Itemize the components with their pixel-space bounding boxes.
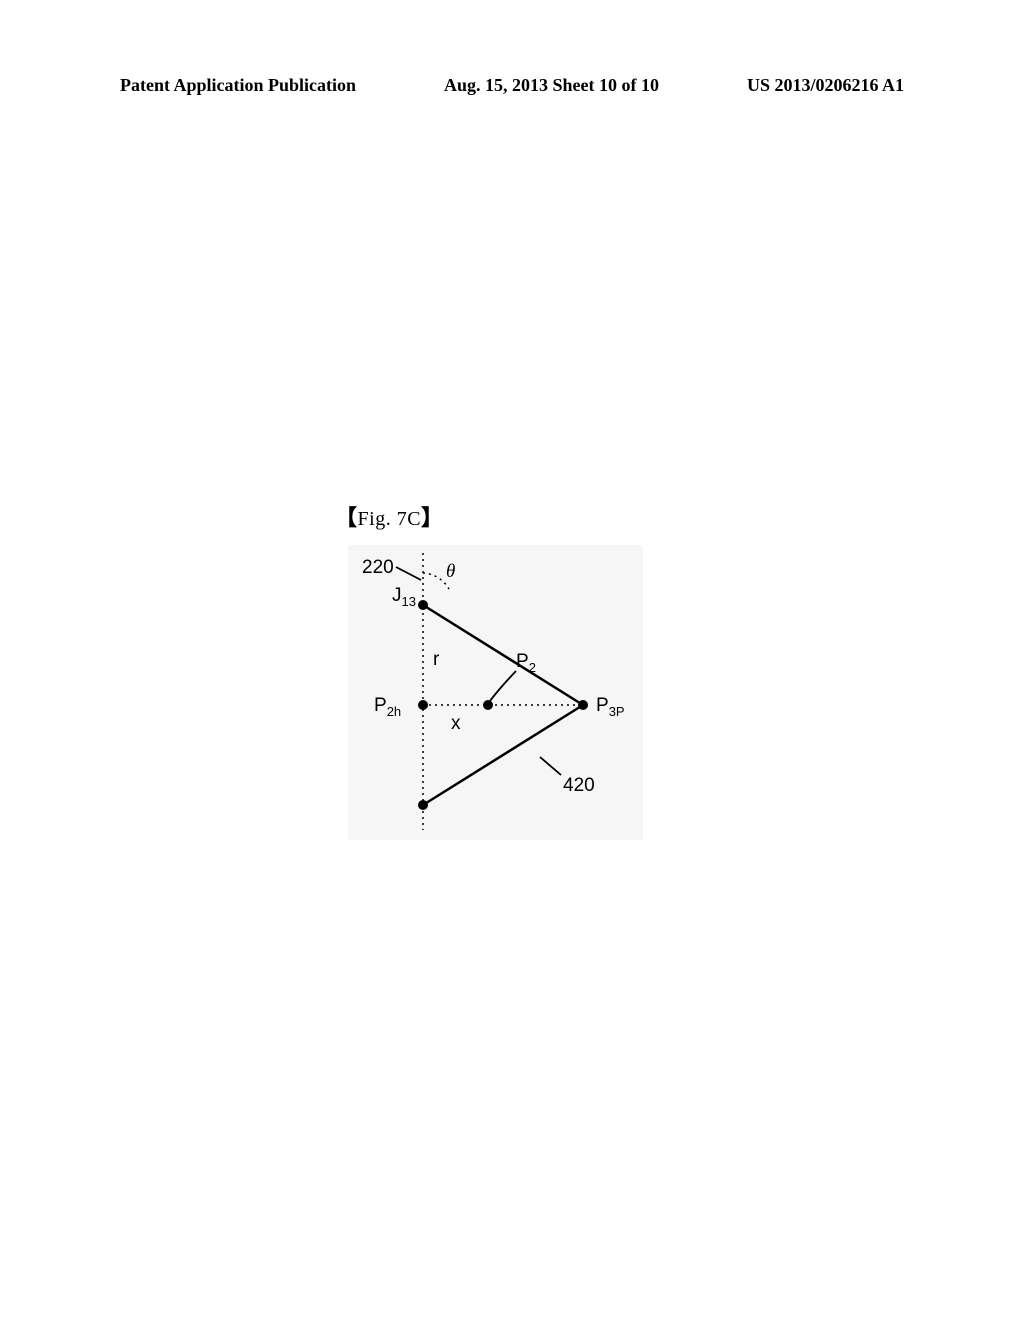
label-420: 420: [563, 775, 595, 796]
label-p3p: P3P: [596, 695, 625, 719]
label-p2: P2: [516, 651, 536, 675]
header-center: Aug. 15, 2013 Sheet 10 of 10: [444, 75, 659, 96]
label-220: 220: [362, 557, 394, 578]
header-left: Patent Application Publication: [120, 75, 356, 96]
dot-bottom: [418, 800, 428, 810]
bracket-close: 】: [421, 505, 444, 530]
label-j13: J13: [392, 585, 416, 609]
dot-j13: [418, 600, 428, 610]
label-x: x: [451, 713, 461, 734]
dot-p2: [483, 700, 493, 710]
line-j13-p3p: [423, 605, 583, 705]
leader-220: [396, 567, 421, 580]
page-header: Patent Application Publication Aug. 15, …: [0, 75, 1024, 96]
label-p2h: P2h: [374, 695, 401, 719]
dot-p3p: [578, 700, 588, 710]
diagram: 220 θ J13 r P2 P2h x P3P 420: [348, 545, 643, 840]
label-r: r: [433, 649, 440, 670]
header-right: US 2013/0206216 A1: [747, 75, 904, 96]
label-theta: θ: [446, 561, 455, 582]
figure-label: 【Fig. 7C】: [335, 500, 444, 532]
leader-420: [540, 757, 561, 775]
line-bottom-p3p: [423, 705, 583, 805]
diagram-svg: 220 θ J13 r P2 P2h x P3P 420: [348, 545, 643, 840]
pointer-p2: [490, 671, 516, 701]
dot-p2h: [418, 700, 428, 710]
bracket-open: 【: [335, 505, 358, 530]
figure-number: Fig. 7C: [358, 508, 422, 530]
